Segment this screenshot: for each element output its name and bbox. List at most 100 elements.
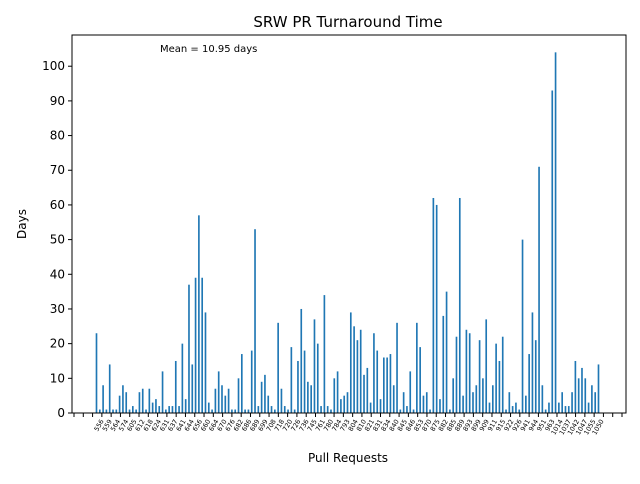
- bars-layer: [95, 52, 600, 414]
- bar: [449, 409, 451, 413]
- bar: [491, 385, 494, 413]
- bar: [386, 357, 388, 413]
- bar: [293, 409, 296, 413]
- bar: [125, 392, 128, 413]
- bar: [326, 406, 329, 413]
- bar: [112, 409, 114, 413]
- bar: [168, 406, 170, 413]
- bar: [558, 402, 560, 413]
- bar: [95, 333, 98, 413]
- bar: [574, 360, 577, 413]
- bar: [297, 360, 299, 413]
- bar: [435, 204, 438, 413]
- y-tick-label: 90: [50, 94, 65, 108]
- bar: [359, 329, 362, 413]
- bar: [300, 308, 303, 413]
- bar: [402, 392, 405, 413]
- bar: [198, 215, 200, 413]
- bar: [141, 388, 144, 413]
- y-tick-label: 20: [50, 337, 65, 351]
- bar: [419, 347, 421, 413]
- bar: [178, 406, 180, 413]
- bar: [217, 371, 220, 413]
- bar: [171, 406, 174, 413]
- bar: [174, 360, 177, 413]
- bar: [214, 388, 217, 413]
- bar: [597, 364, 600, 413]
- bar: [581, 367, 583, 413]
- bar: [161, 371, 164, 413]
- bar: [118, 395, 121, 413]
- bar: [349, 312, 352, 413]
- bar: [571, 392, 573, 413]
- bar: [508, 392, 511, 413]
- bar: [310, 385, 312, 413]
- bar: [260, 381, 263, 413]
- bar: [303, 350, 306, 413]
- bar: [501, 336, 504, 413]
- bar: [538, 166, 540, 413]
- bar: [373, 333, 375, 413]
- x-ticks-layer: 5565595645746056126186246316376416446566…: [73, 413, 623, 436]
- bar: [399, 409, 402, 413]
- bar: [194, 277, 197, 413]
- bar: [333, 378, 336, 413]
- bar: [584, 378, 587, 413]
- bar: [567, 406, 570, 413]
- bar: [257, 406, 260, 413]
- x-axis-label: Pull Requests: [308, 451, 388, 465]
- bar: [541, 385, 544, 413]
- bar: [204, 312, 207, 413]
- bar: [287, 409, 289, 413]
- bar: [250, 350, 253, 413]
- bar: [267, 395, 270, 413]
- bar: [478, 340, 481, 413]
- y-axis-label: Days: [15, 209, 29, 239]
- bar: [320, 406, 322, 413]
- bar: [184, 399, 187, 413]
- bar: [488, 402, 491, 413]
- bar: [594, 392, 597, 413]
- bar: [280, 388, 283, 413]
- bar: [422, 395, 425, 413]
- y-tick-label: 60: [50, 198, 65, 212]
- bar: [458, 197, 461, 413]
- bar: [224, 395, 227, 413]
- bar: [135, 409, 137, 413]
- bar: [475, 385, 478, 413]
- bar: [254, 229, 256, 413]
- bar: [277, 322, 279, 413]
- bar: [98, 409, 101, 413]
- bar: [231, 409, 233, 413]
- bar: [307, 381, 309, 413]
- bar: [554, 52, 557, 414]
- bar: [115, 409, 118, 413]
- bar: [148, 388, 151, 413]
- bar: [416, 322, 418, 413]
- bar: [515, 402, 517, 413]
- bar: [290, 347, 293, 413]
- bar: [105, 409, 108, 413]
- bar: [445, 291, 448, 413]
- bar: [201, 277, 204, 413]
- bar: [346, 392, 349, 413]
- bar: [511, 406, 514, 413]
- bar: [274, 409, 276, 413]
- bar: [330, 409, 332, 413]
- bar: [432, 197, 435, 413]
- bar: [482, 378, 484, 413]
- bar: [165, 409, 167, 413]
- bar: [442, 315, 445, 413]
- bar: [429, 409, 431, 413]
- bar: [392, 385, 395, 413]
- bar: [132, 406, 134, 413]
- bar: [425, 392, 428, 413]
- bar: [472, 392, 474, 413]
- bar: [356, 340, 359, 413]
- bar: [498, 360, 501, 413]
- bar: [528, 354, 530, 413]
- bar: [313, 319, 316, 413]
- bar: [531, 312, 534, 413]
- bar: [369, 402, 372, 413]
